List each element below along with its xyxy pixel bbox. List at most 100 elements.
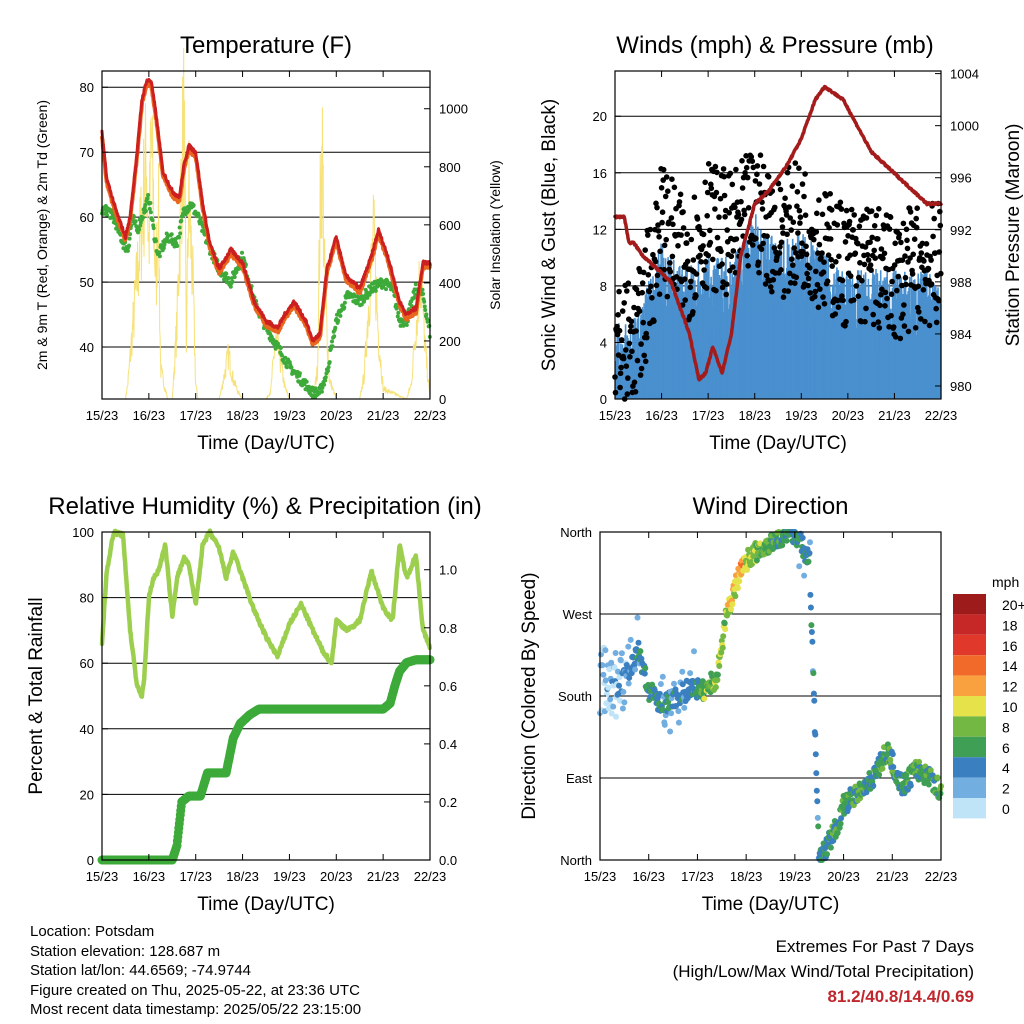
- gust-point: [713, 189, 720, 196]
- gust-point: [777, 243, 783, 250]
- direction-point: [687, 670, 694, 677]
- gust-point: [805, 282, 811, 289]
- dewpoint-point: [279, 353, 284, 358]
- gust-point: [816, 197, 822, 203]
- gust-point: [850, 227, 856, 233]
- dewpoint-point: [198, 216, 203, 221]
- direction-point: [824, 851, 830, 858]
- direction-point: [638, 655, 645, 662]
- humidity-xtick-label: 17/23: [179, 869, 212, 884]
- gust-point: [639, 280, 646, 286]
- gust-point: [704, 189, 711, 196]
- gust-point: [693, 271, 700, 277]
- temperature-xtick-label: 16/23: [133, 408, 166, 423]
- humidity-y2tick-label: 1.0: [439, 563, 457, 578]
- gust-point: [931, 215, 937, 222]
- dewpoint-point: [426, 318, 431, 323]
- winds-y2tick-label: 988: [950, 275, 972, 290]
- direction-point: [889, 751, 896, 758]
- gust-point: [649, 295, 655, 301]
- dewpoint-point: [342, 305, 347, 310]
- gust-point: [870, 311, 876, 318]
- dewpoint-point: [161, 246, 166, 250]
- gust-point: [623, 363, 630, 370]
- gust-point: [702, 259, 709, 265]
- dewpoint-point: [424, 312, 429, 317]
- wind-direction-xtick-label: 22/23: [925, 869, 958, 884]
- dewpoint-point: [127, 243, 131, 248]
- dewpoint-point: [224, 271, 229, 276]
- gust-point: [712, 163, 719, 170]
- gust-point: [624, 288, 630, 294]
- dewpoint-point: [395, 314, 400, 319]
- direction-point: [671, 680, 677, 687]
- direction-point: [890, 764, 897, 770]
- dewpoint-point: [177, 235, 181, 240]
- dewpoint-point: [148, 201, 153, 205]
- gust-point: [732, 204, 738, 211]
- gust-point: [730, 248, 737, 254]
- direction-point: [887, 756, 894, 763]
- gust-point: [738, 198, 744, 205]
- gust-point: [933, 319, 940, 326]
- direction-point: [616, 682, 622, 689]
- dewpoint-point: [132, 214, 137, 219]
- winds-plot-area: [612, 84, 944, 402]
- gust-point: [716, 214, 722, 220]
- gust-point: [656, 234, 662, 240]
- temperature-y2tick-label: 600: [439, 218, 461, 233]
- gust-point: [928, 257, 934, 263]
- gust-point: [793, 274, 800, 281]
- direction-point: [753, 557, 760, 564]
- direction-point: [627, 636, 634, 643]
- direction-point: [808, 629, 815, 635]
- humidity-xtick-label: 19/23: [273, 869, 306, 884]
- gust-point: [889, 278, 895, 285]
- gust-point: [864, 252, 871, 258]
- gust-point: [826, 224, 832, 231]
- recent-text: Most recent data timestamp: 2025/05/22 2…: [30, 1001, 362, 1018]
- gust-point: [779, 217, 785, 223]
- dewpoint-point: [396, 310, 401, 315]
- gust-point: [784, 231, 790, 238]
- gust-point: [702, 179, 708, 186]
- dewpoint-point: [319, 389, 324, 394]
- gust-point: [902, 274, 909, 281]
- dewpoint-point: [278, 346, 283, 350]
- dewpoint-point: [162, 242, 167, 247]
- dewpoint-point: [322, 382, 327, 387]
- gust-point: [703, 285, 710, 291]
- dewpoint-point: [342, 300, 347, 305]
- wind-direction-title: Wind Direction: [692, 493, 848, 520]
- gust-point: [698, 259, 704, 265]
- dewpoint-point: [368, 285, 373, 290]
- gust-point: [871, 223, 878, 229]
- dewpoint-point: [196, 213, 201, 218]
- direction-point: [834, 829, 841, 836]
- gust-point: [888, 291, 895, 298]
- gust-point: [655, 222, 661, 228]
- wind-direction-ytick-label: North: [560, 525, 592, 540]
- dewpoint-point: [232, 275, 237, 280]
- winds-xtick-label: 15/23: [599, 408, 632, 423]
- winds-y2tick-label: 996: [950, 171, 972, 186]
- direction-point: [934, 774, 941, 781]
- direction-point: [637, 648, 644, 655]
- gust-point: [803, 251, 810, 258]
- gust-point: [620, 355, 627, 362]
- gust-point: [821, 301, 828, 307]
- temperature-frame: [101, 70, 431, 400]
- temperature-xtick-label: 22/23: [414, 408, 447, 423]
- humidity-y2tick-label: 0.4: [439, 737, 457, 752]
- dewpoint-point: [336, 318, 341, 323]
- direction-point: [729, 601, 736, 608]
- gust-point: [688, 278, 694, 285]
- gust-point: [920, 287, 927, 293]
- direction-point: [613, 713, 620, 720]
- direction-point: [634, 614, 641, 621]
- gust-point: [623, 347, 629, 353]
- gust-point: [886, 226, 893, 232]
- gust-point: [625, 375, 631, 381]
- gust-point: [688, 236, 695, 243]
- gust-point: [770, 277, 777, 283]
